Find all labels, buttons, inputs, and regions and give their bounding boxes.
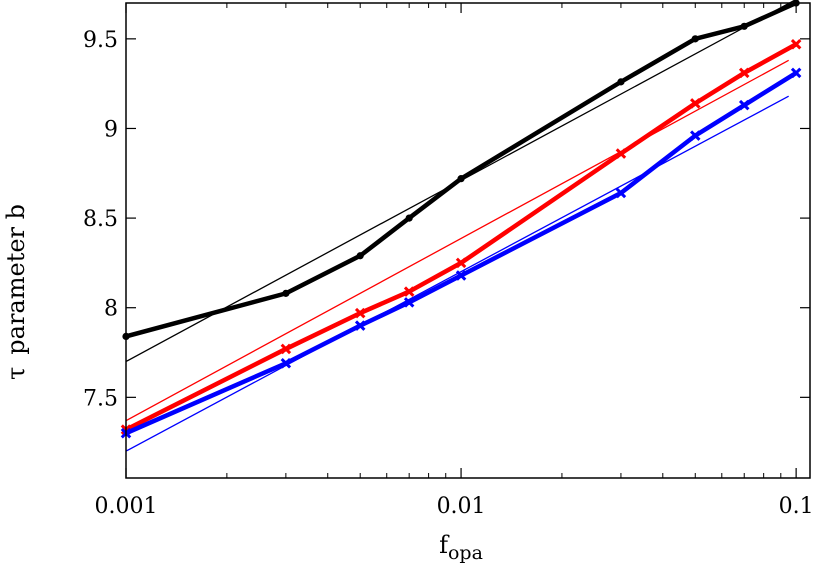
y-tick-label: 9.5 [83, 28, 118, 53]
data-point [617, 78, 625, 86]
y-tick-label: 8.5 [83, 207, 118, 232]
series-group [120, 0, 802, 439]
data-point [455, 257, 467, 269]
data-point [403, 286, 415, 297]
x-axis-label: fopa [439, 531, 483, 564]
data-point [280, 343, 292, 355]
y-axis-label-symbol: τ [2, 367, 30, 380]
data-point [354, 320, 366, 331]
data-point [690, 98, 701, 109]
x-axis-label-main: f [439, 531, 450, 559]
data-point [691, 35, 699, 43]
data-point [690, 130, 701, 141]
data-point [738, 99, 750, 111]
y-axis-label-text: parameter b [2, 204, 30, 355]
data-point [356, 252, 364, 260]
data-point [740, 22, 748, 30]
data-point [615, 148, 627, 159]
data-point [354, 307, 366, 319]
plot-frame [125, 2, 811, 479]
axis-ticks [125, 3, 810, 478]
x-tick-label: 0.01 [437, 494, 486, 519]
y-tick-label: 9 [104, 117, 118, 142]
data-point [790, 38, 802, 50]
data-point [738, 67, 750, 79]
tick-labels: 7.5 8 8.5 9 9.5 0.001 0.01 0.1 [83, 28, 814, 519]
y-tick-label: 8 [104, 297, 118, 322]
data-point [457, 175, 465, 183]
data-point [280, 358, 292, 369]
fit-line [125, 59, 789, 422]
data-point [615, 187, 627, 199]
y-tick-label: 7.5 [83, 386, 118, 411]
data-point [405, 214, 413, 222]
data-point [403, 297, 415, 308]
x-tick-label: 0.001 [95, 494, 158, 519]
data-point [455, 270, 467, 281]
data-point [790, 67, 802, 79]
x-axis-label-subscript: opa [448, 542, 483, 564]
fit-lines [125, 0, 797, 452]
y-axis-label: τ parameter b [2, 204, 30, 380]
data-point [282, 289, 290, 297]
x-tick-label: 0.1 [779, 494, 814, 519]
